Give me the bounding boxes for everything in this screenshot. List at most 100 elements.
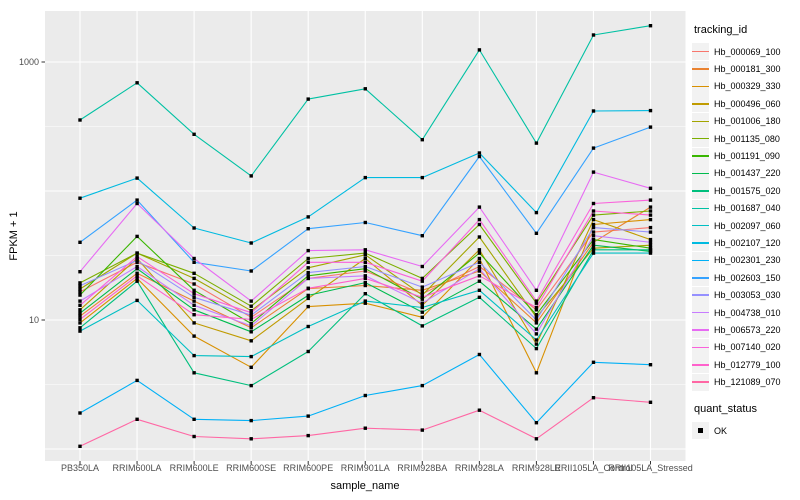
data-point [534, 141, 539, 145]
x-tick-label: RRIM928BA [397, 463, 448, 473]
data-point [306, 260, 310, 264]
data-point [249, 304, 253, 308]
legend-item-ok: OK [692, 422, 800, 439]
data-point [591, 146, 596, 150]
data-point [534, 327, 539, 331]
data-point [648, 243, 653, 247]
legend-item: Hb_000496_060 [692, 95, 800, 113]
data-point [363, 301, 367, 305]
data-point [306, 274, 310, 278]
data-point [648, 217, 653, 222]
data-point [135, 258, 139, 263]
legend-item-label: Hb_007140_020 [714, 342, 781, 353]
x-tick-label: RRIM600LA [112, 463, 162, 473]
data-point [648, 205, 653, 209]
legend-key [692, 147, 709, 165]
legend-key [692, 182, 709, 200]
data-point [249, 354, 253, 359]
data-point [477, 408, 482, 412]
data-point [363, 292, 367, 296]
data-point [648, 213, 653, 217]
data-point [363, 260, 367, 264]
data-point [249, 383, 253, 388]
legend-line-swatch [692, 277, 709, 279]
data-point [363, 256, 367, 261]
data-point [591, 209, 596, 213]
data-point [249, 418, 253, 423]
legend-key [692, 269, 709, 287]
data-point [363, 299, 367, 303]
data-point [534, 437, 539, 441]
data-point [648, 248, 653, 252]
data-point [591, 33, 596, 37]
data-point [363, 253, 367, 257]
legend-item-label: Hb_121089_070 [714, 377, 781, 388]
data-point [192, 313, 196, 317]
data-point [420, 293, 424, 297]
legend-item-label: Hb_000069_100 [714, 46, 781, 57]
x-tick-label: RRIM600LE [169, 463, 219, 473]
legend-key [692, 286, 709, 304]
legend-item: Hb_000181_300 [692, 60, 800, 78]
data-point [135, 271, 139, 275]
legend-item: Hb_003053_030 [692, 286, 800, 304]
data-point [78, 240, 82, 244]
data-point [306, 227, 310, 231]
data-point [363, 220, 367, 225]
data-point [591, 109, 596, 113]
data-point [135, 260, 139, 264]
data-point [363, 393, 367, 398]
data-point [249, 365, 253, 369]
data-point [591, 225, 596, 230]
data-point [591, 243, 596, 247]
legend-line-swatch [692, 155, 709, 157]
legend-key [692, 338, 709, 356]
data-point [420, 285, 424, 289]
legend-key [692, 304, 709, 322]
data-point [78, 281, 82, 285]
legend-item: Hb_001006_180 [692, 112, 800, 130]
data-point [192, 371, 196, 375]
data-point [249, 313, 253, 317]
legend-line-swatch [692, 207, 709, 209]
legend-item: Hb_002301_230 [692, 251, 800, 269]
legend-item-label: Hb_001191_090 [714, 151, 780, 162]
legend-item-label: Hb_000329_330 [714, 81, 781, 92]
data-point [192, 334, 196, 338]
data-point [135, 298, 139, 303]
legend-line-swatch [692, 137, 709, 140]
data-point [477, 352, 482, 357]
data-point [363, 283, 367, 288]
data-point [249, 315, 253, 319]
data-point [591, 248, 596, 252]
legend-line-swatch [692, 85, 709, 88]
legend-line-swatch [692, 259, 709, 262]
data-point [420, 288, 424, 292]
data-point [306, 97, 310, 101]
data-point [78, 326, 82, 330]
data-point [648, 400, 653, 404]
data-point [306, 276, 310, 281]
legend-item-label: Hb_000496_060 [714, 98, 781, 109]
data-point [306, 286, 310, 290]
legend-items: Hb_000069_100 Hb_000181_300 Hb_000329_330 H… [692, 43, 800, 391]
legend-title-quant-status: quant_status [694, 402, 757, 415]
data-point [591, 240, 596, 244]
data-point [192, 308, 196, 312]
data-point [534, 421, 539, 425]
data-point [477, 251, 482, 255]
data-point [534, 342, 539, 346]
data-point [477, 295, 482, 299]
data-point [78, 303, 82, 307]
data-point [420, 234, 424, 238]
quant-status-key [692, 422, 709, 439]
data-point [591, 230, 596, 234]
data-point [78, 196, 82, 200]
data-point [363, 276, 367, 281]
data-point [420, 264, 424, 269]
square-marker-icon [698, 428, 703, 433]
legend-key [692, 217, 709, 235]
legend-key [692, 60, 709, 78]
data-point [591, 396, 596, 400]
data-point [420, 175, 424, 180]
